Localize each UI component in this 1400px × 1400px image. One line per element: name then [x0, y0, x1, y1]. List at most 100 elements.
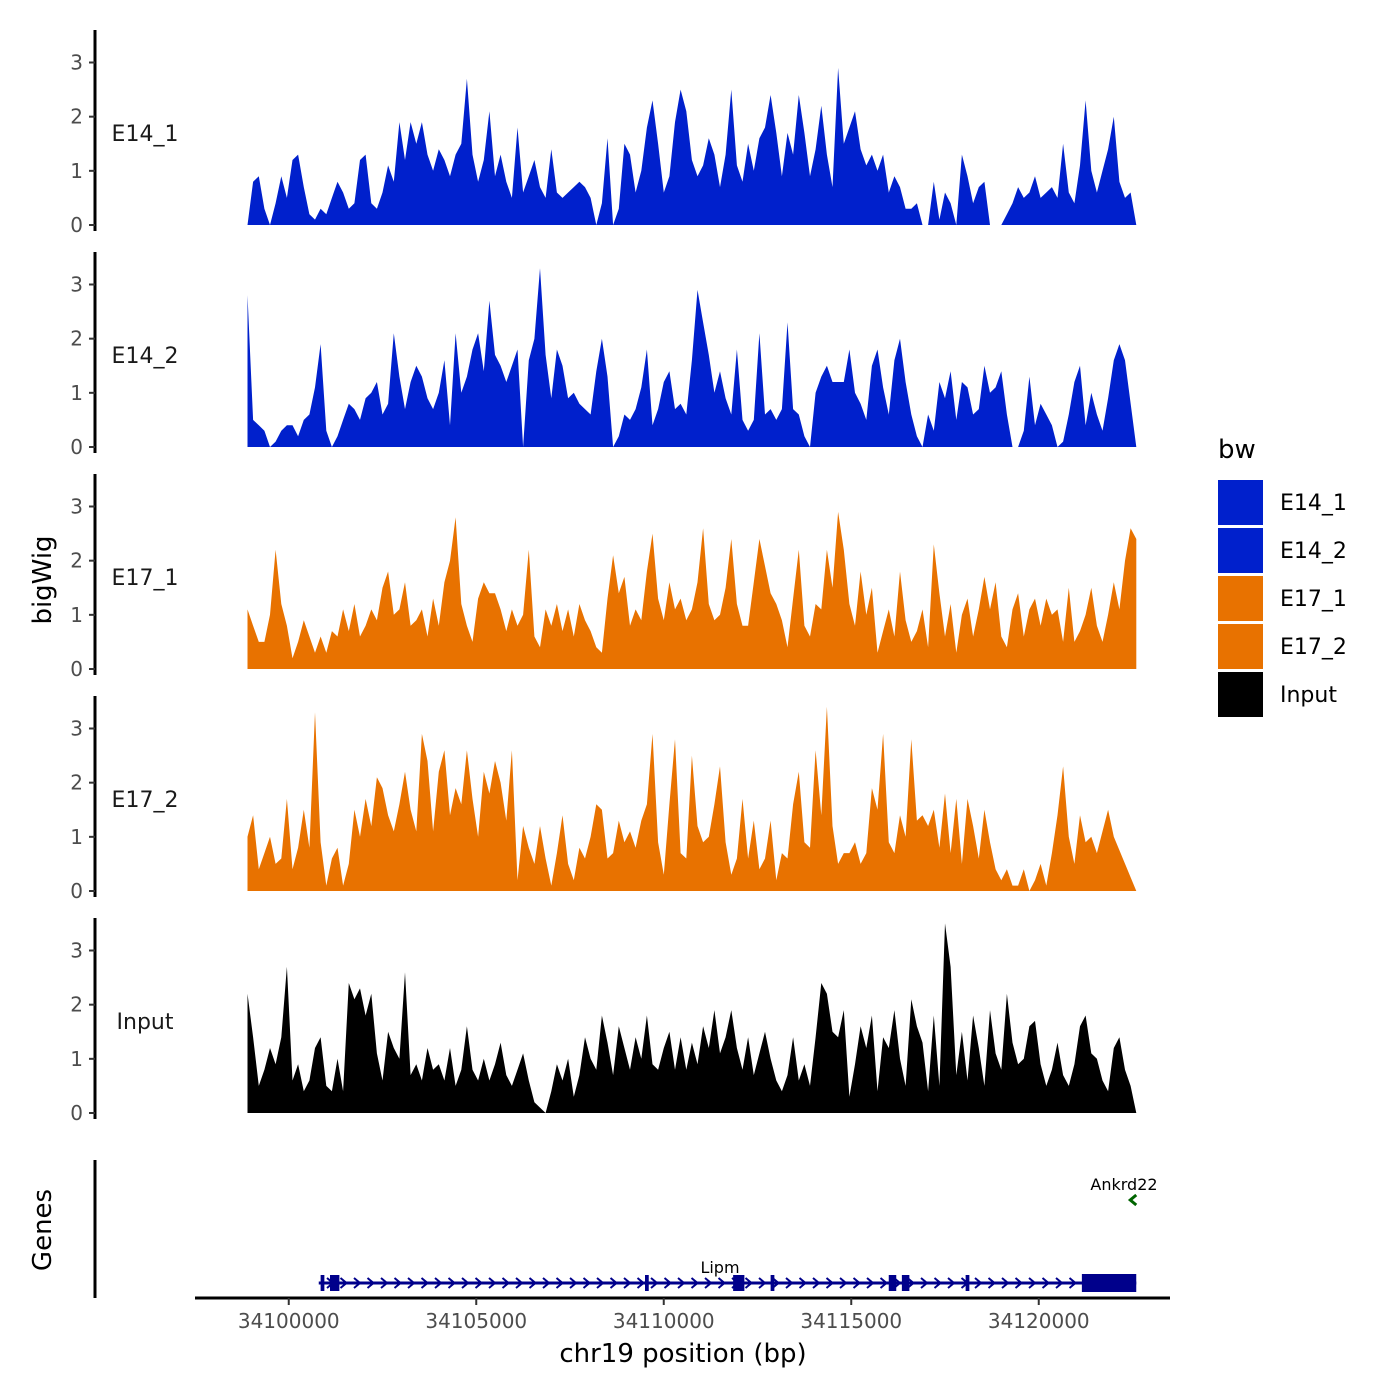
y-tick-label: 0	[70, 1101, 83, 1125]
gene-exon	[965, 1275, 970, 1291]
strand-chevron	[339, 1277, 349, 1289]
gene-label-Ankrd22: Ankrd22	[1090, 1175, 1157, 1194]
strand-chevron	[596, 1277, 605, 1289]
strand-chevron	[569, 1277, 578, 1289]
legend-title: bw	[1218, 435, 1256, 465]
legend-item-E14_1: E14_1	[1218, 480, 1347, 525]
y-tick-label: 1	[70, 1047, 83, 1071]
legend-swatch	[1218, 672, 1263, 717]
legend-item-E14_2: E14_2	[1218, 528, 1347, 573]
coverage-tracks: 0 1 2 3 E14_1 0 1 2 3 E14_2 0 1 2 3 E17_1 0 1 2 3 E17_2 0 1 2 3…	[70, 30, 1137, 1125]
gene-Ankrd22: Ankrd22	[1090, 1175, 1158, 1207]
legend-label: Input	[1280, 683, 1337, 708]
gene-exon	[888, 1275, 897, 1291]
strand-chevron	[690, 1277, 700, 1289]
y-tick-label: 1	[70, 825, 83, 849]
strand-chevron	[1001, 1277, 1010, 1289]
track-E14_2: 0 1 2 3 E14_2	[70, 252, 1137, 459]
y-tick-label: 2	[70, 327, 83, 351]
x-tick-label: 34105000	[425, 1309, 527, 1333]
legend-swatch	[1218, 624, 1263, 669]
strand-chevron	[812, 1277, 821, 1289]
strand-chevron	[528, 1277, 538, 1289]
y-tick-label: 2	[70, 105, 83, 129]
strand-chevron	[744, 1277, 754, 1289]
strand-chevron	[1014, 1277, 1024, 1289]
gene-exon	[733, 1275, 745, 1291]
legend-item-E17_1: E17_1	[1218, 576, 1347, 621]
y-tick-label: 3	[70, 939, 83, 963]
y-tick-label: 1	[70, 159, 83, 183]
gene-exon	[770, 1275, 775, 1291]
y-tick-label: 3	[70, 51, 83, 75]
x-axis-title: chr19 position (bp)	[559, 1339, 806, 1369]
y-tick-label: 0	[70, 879, 83, 903]
y-tick-label: 0	[70, 435, 83, 459]
gene-track: Lipm Ankrd22	[93, 1160, 1158, 1298]
track-label: E17_2	[112, 788, 179, 813]
x-tick-label: 34120000	[988, 1309, 1090, 1333]
gene-label-Lipm: Lipm	[700, 1258, 739, 1277]
strand-chevron	[380, 1277, 389, 1289]
strand-chevron	[771, 1277, 781, 1289]
coverage-area-E14_1	[247, 67, 1137, 226]
coverage-area-E17_2	[247, 706, 1137, 891]
genes-axis-title: Genes	[28, 1189, 58, 1271]
x-tick-label: 34115000	[800, 1309, 902, 1333]
strand-chevron	[920, 1277, 929, 1289]
strand-chevron	[353, 1277, 362, 1289]
strand-chevron	[1068, 1277, 1078, 1289]
track-label: Input	[117, 1010, 174, 1035]
strand-chevron	[839, 1277, 848, 1289]
strand-chevron	[785, 1277, 794, 1289]
strand-chevron	[609, 1277, 619, 1289]
legend-swatch	[1218, 528, 1263, 573]
coverage-area-Input	[247, 923, 1137, 1113]
strand-chevron	[420, 1277, 430, 1289]
y-tick-label: 1	[70, 381, 83, 405]
strand-chevron	[461, 1277, 470, 1289]
strand-chevron	[717, 1277, 727, 1289]
strand-chevron	[434, 1277, 443, 1289]
strand-chevron	[501, 1277, 511, 1289]
legend-swatch	[1218, 480, 1263, 525]
strand-chevron	[407, 1277, 416, 1289]
y-tick-label: 3	[70, 495, 83, 519]
y-tick-label: 2	[70, 771, 83, 795]
legend-item-Input: Input	[1218, 672, 1337, 717]
legend-label: E14_2	[1280, 539, 1347, 564]
strand-chevron	[1028, 1277, 1037, 1289]
strand-chevron	[650, 1277, 659, 1289]
strand-chevron	[542, 1277, 551, 1289]
x-axis: 34100000 34105000 34110000 34115000 34120000	[195, 1296, 1170, 1333]
track-E17_2: 0 1 2 3 E17_2	[70, 696, 1137, 903]
strand-chevron	[825, 1277, 835, 1289]
strand-chevron	[704, 1277, 713, 1289]
strand-chevron	[447, 1277, 457, 1289]
strand-chevron	[555, 1277, 565, 1289]
legend-label: E17_1	[1280, 587, 1347, 612]
strand-chevron	[974, 1277, 983, 1289]
strand-chevron	[933, 1277, 943, 1289]
y-tick-label: 3	[70, 273, 83, 297]
strand-chevron	[623, 1277, 632, 1289]
gene-Lipm: Lipm	[318, 1258, 1137, 1292]
strand-chevron	[663, 1277, 673, 1289]
track-E14_1: 0 1 2 3 E14_1	[70, 30, 1137, 237]
y-axis-title: bigWig	[28, 535, 58, 624]
y-tick-label: 1	[70, 603, 83, 627]
strand-chevron	[366, 1277, 376, 1289]
track-E17_1: 0 1 2 3 E17_1	[70, 474, 1137, 681]
coverage-area-E17_1	[247, 511, 1137, 669]
strand-chevron	[852, 1277, 862, 1289]
track-label: E14_1	[112, 122, 179, 147]
strand-chevron	[488, 1277, 497, 1289]
y-tick-label: 2	[70, 549, 83, 573]
y-tick-label: 3	[70, 717, 83, 741]
track-label: E17_1	[112, 566, 179, 591]
strand-chevron	[758, 1277, 767, 1289]
strand-chevron	[1041, 1277, 1051, 1289]
strand-chevron	[1055, 1277, 1064, 1289]
legend-label: E14_1	[1280, 491, 1347, 516]
